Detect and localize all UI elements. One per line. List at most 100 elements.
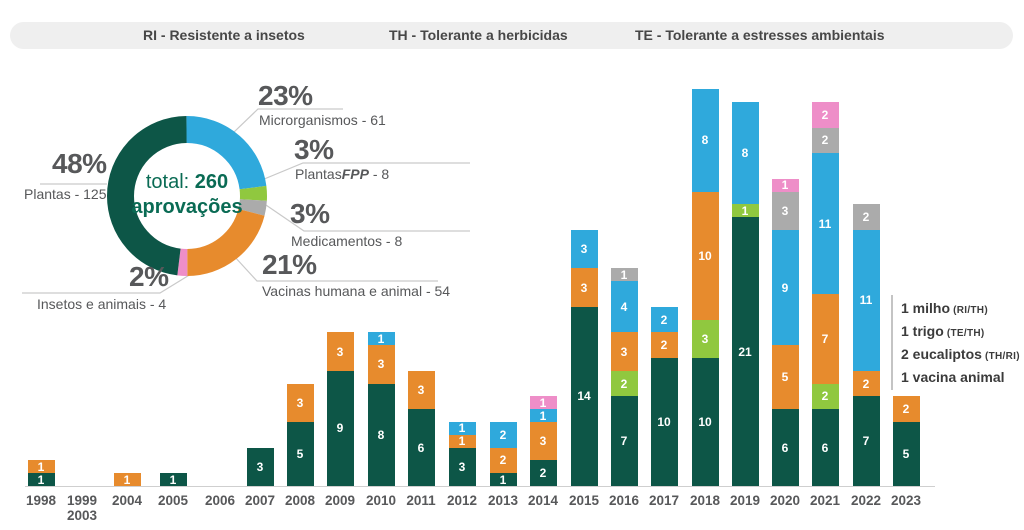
bar-segment-plantas: 1 xyxy=(159,473,187,487)
bar-segment-plantas: 9 xyxy=(326,370,354,486)
bar-segment-insetos-e-animais: 1 xyxy=(529,396,557,410)
axis-label-year: 2023 xyxy=(890,493,922,508)
donut-slice-plantas xyxy=(107,116,267,276)
label-vacinas: Vacinas humana e animal - 54 xyxy=(262,283,451,299)
bar-segment-vacinas-humana-e-animal: 5 xyxy=(771,345,799,410)
bar-segment-medicamentos: 3 xyxy=(771,191,799,230)
annotation-text: 1 vacina animal xyxy=(901,369,1005,385)
axis-label-year: 2009 xyxy=(324,493,356,508)
axis-label-year: 2022 xyxy=(850,493,882,508)
pct-medicamentos: 3% xyxy=(290,198,330,229)
bar-segment-microrganismos: 9 xyxy=(771,230,799,346)
axis-label-year: 2021 xyxy=(809,493,841,508)
annotation-line: 2 eucaliptos (TH/RI) xyxy=(901,345,1020,366)
bar-segment-plantas: 6 xyxy=(811,409,839,486)
pct-plantas: 48% xyxy=(52,148,107,179)
axis-label-year: 2006 xyxy=(204,493,236,508)
bar-segment-vacinas-humana-e-animal: 1 xyxy=(27,460,55,474)
label-plantasfpp-suffix: - 8 xyxy=(368,166,390,182)
label-plantasfpp: PlantasFPP - 8 xyxy=(295,167,389,182)
bar-segment-plantasfpp: 3 xyxy=(691,319,719,358)
bar-segment-plantas: 1 xyxy=(27,473,55,487)
legend-item-ri: RI - Resistente a insetos xyxy=(143,27,305,43)
label-medicamentos: Medicamentos - 8 xyxy=(291,233,403,249)
legend-item-te: TE - Tolerante a estresses ambientais xyxy=(635,27,885,43)
bar-segment-plantas: 5 xyxy=(286,422,314,486)
bar-segment-plantas: 3 xyxy=(246,447,274,486)
annotation-line: 1 vacina animal xyxy=(901,368,1005,386)
axis-label-year: 2010 xyxy=(365,493,397,508)
bar-segment-plantasfpp: 1 xyxy=(731,204,759,218)
donut-total-suffix: aprovações xyxy=(131,196,243,218)
axis-label-year: 2004 xyxy=(111,493,143,508)
donut-slice-vacinas-humana-e-animal xyxy=(107,116,267,276)
axis-label-year: 2017 xyxy=(648,493,680,508)
bar-segment-vacinas-humana-e-animal: 3 xyxy=(367,345,395,384)
bar-segment-vacinas-humana-e-animal: 3 xyxy=(610,332,638,371)
bar-segment-plantas: 10 xyxy=(650,358,678,486)
label-plantas: Plantas - 125 xyxy=(24,186,107,202)
bar-segment-vacinas-humana-e-animal: 3 xyxy=(326,332,354,371)
label-microrganismos: Microrganismos - 61 xyxy=(259,112,386,128)
bar-segment-vacinas-humana-e-animal: 2 xyxy=(650,332,678,358)
donut-slice-plantasfpp xyxy=(107,116,267,276)
label-plantasfpp-prefix: Plantas xyxy=(295,166,342,182)
bar-segment-vacinas-humana-e-animal: 10 xyxy=(691,191,719,320)
annotation-line: 1 trigo (TE/TH) xyxy=(901,322,985,343)
axis-label-year: 2018 xyxy=(689,493,721,508)
annotation-trait-tag: (TE/TH) xyxy=(943,328,985,339)
bar-segment-plantas: 7 xyxy=(610,396,638,486)
annotation-text: 1 milho xyxy=(901,300,951,316)
axis-label-year: 2007 xyxy=(244,493,276,508)
pct-plantasfpp: 3% xyxy=(294,134,334,165)
bar-segment-plantas: 2 xyxy=(529,460,557,486)
bar-segment-microrganismos: 2 xyxy=(650,306,678,333)
axis-label-year: 2014 xyxy=(527,493,559,508)
donut-chart xyxy=(107,116,267,276)
axis-label-year: 2016 xyxy=(608,493,640,508)
axis-label-year: 2012 xyxy=(446,493,478,508)
donut-total-prefix: total: xyxy=(145,171,195,193)
bar-segment-microrganismos: 1 xyxy=(448,421,476,435)
bar-segment-plantas: 6 xyxy=(407,409,435,486)
annotation-divider xyxy=(891,295,893,390)
bar-segment-plantas: 5 xyxy=(892,422,920,486)
bar-segment-microrganismos: 2 xyxy=(489,422,517,448)
bar-segment-plantas: 7 xyxy=(852,396,880,486)
bar-segment-microrganismos: 11 xyxy=(811,153,839,294)
legend-item-th: TH - Tolerante a herbicidas xyxy=(389,27,568,43)
axis-label-year: 2011 xyxy=(406,493,436,508)
label-insetos: Insetos e animais - 4 xyxy=(37,296,167,312)
bar-segment-insetos-e-animais: 1 xyxy=(771,178,799,192)
bar-segment-microrganismos: 1 xyxy=(367,332,395,346)
bar-segment-microrganismos: 1 xyxy=(529,409,557,423)
trait-legend-bar: RI - Resistente a insetos TH - Tolerante… xyxy=(10,22,1013,49)
bar-segment-medicamentos: 1 xyxy=(610,268,638,282)
annotation-trait-tag: (RI/TH) xyxy=(950,305,988,316)
bar-segment-vacinas-humana-e-animal: 3 xyxy=(529,422,557,461)
axis-label-year: 2005 xyxy=(157,493,189,508)
bar-segment-plantasfpp: 2 xyxy=(811,383,839,410)
pct-vacinas: 21% xyxy=(262,249,317,280)
bar-segment-plantas: 6 xyxy=(771,409,799,486)
axis-label-year: 2015 xyxy=(568,493,600,508)
bar-segment-insetos-e-animais: 2 xyxy=(811,102,839,128)
axis-label-year: 2019 xyxy=(729,493,761,508)
donut-center-label: total: 260 aprovações xyxy=(112,170,262,220)
axis-label-year: 2008 xyxy=(284,493,316,508)
bar-segment-plantas: 14 xyxy=(570,306,598,486)
bar-segment-plantas: 21 xyxy=(731,217,759,486)
bar-segment-plantas: 8 xyxy=(367,383,395,486)
pct-insetos: 2% xyxy=(129,261,169,292)
annotation-line: 1 milho (RI/TH) xyxy=(901,299,988,320)
pct-microrganismos: 23% xyxy=(258,80,313,111)
bar-segment-vacinas-humana-e-animal: 2 xyxy=(489,447,517,474)
x-axis-line xyxy=(25,486,935,487)
bar-segment-microrganismos: 8 xyxy=(691,89,719,192)
bar-segment-microrganismos: 11 xyxy=(852,230,880,371)
bar-segment-vacinas-humana-e-animal: 2 xyxy=(892,396,920,422)
bar-segment-plantas: 1 xyxy=(489,473,517,487)
axis-label-year: 1999 2003 xyxy=(66,493,98,523)
bar-segment-vacinas-humana-e-animal: 3 xyxy=(570,268,598,307)
